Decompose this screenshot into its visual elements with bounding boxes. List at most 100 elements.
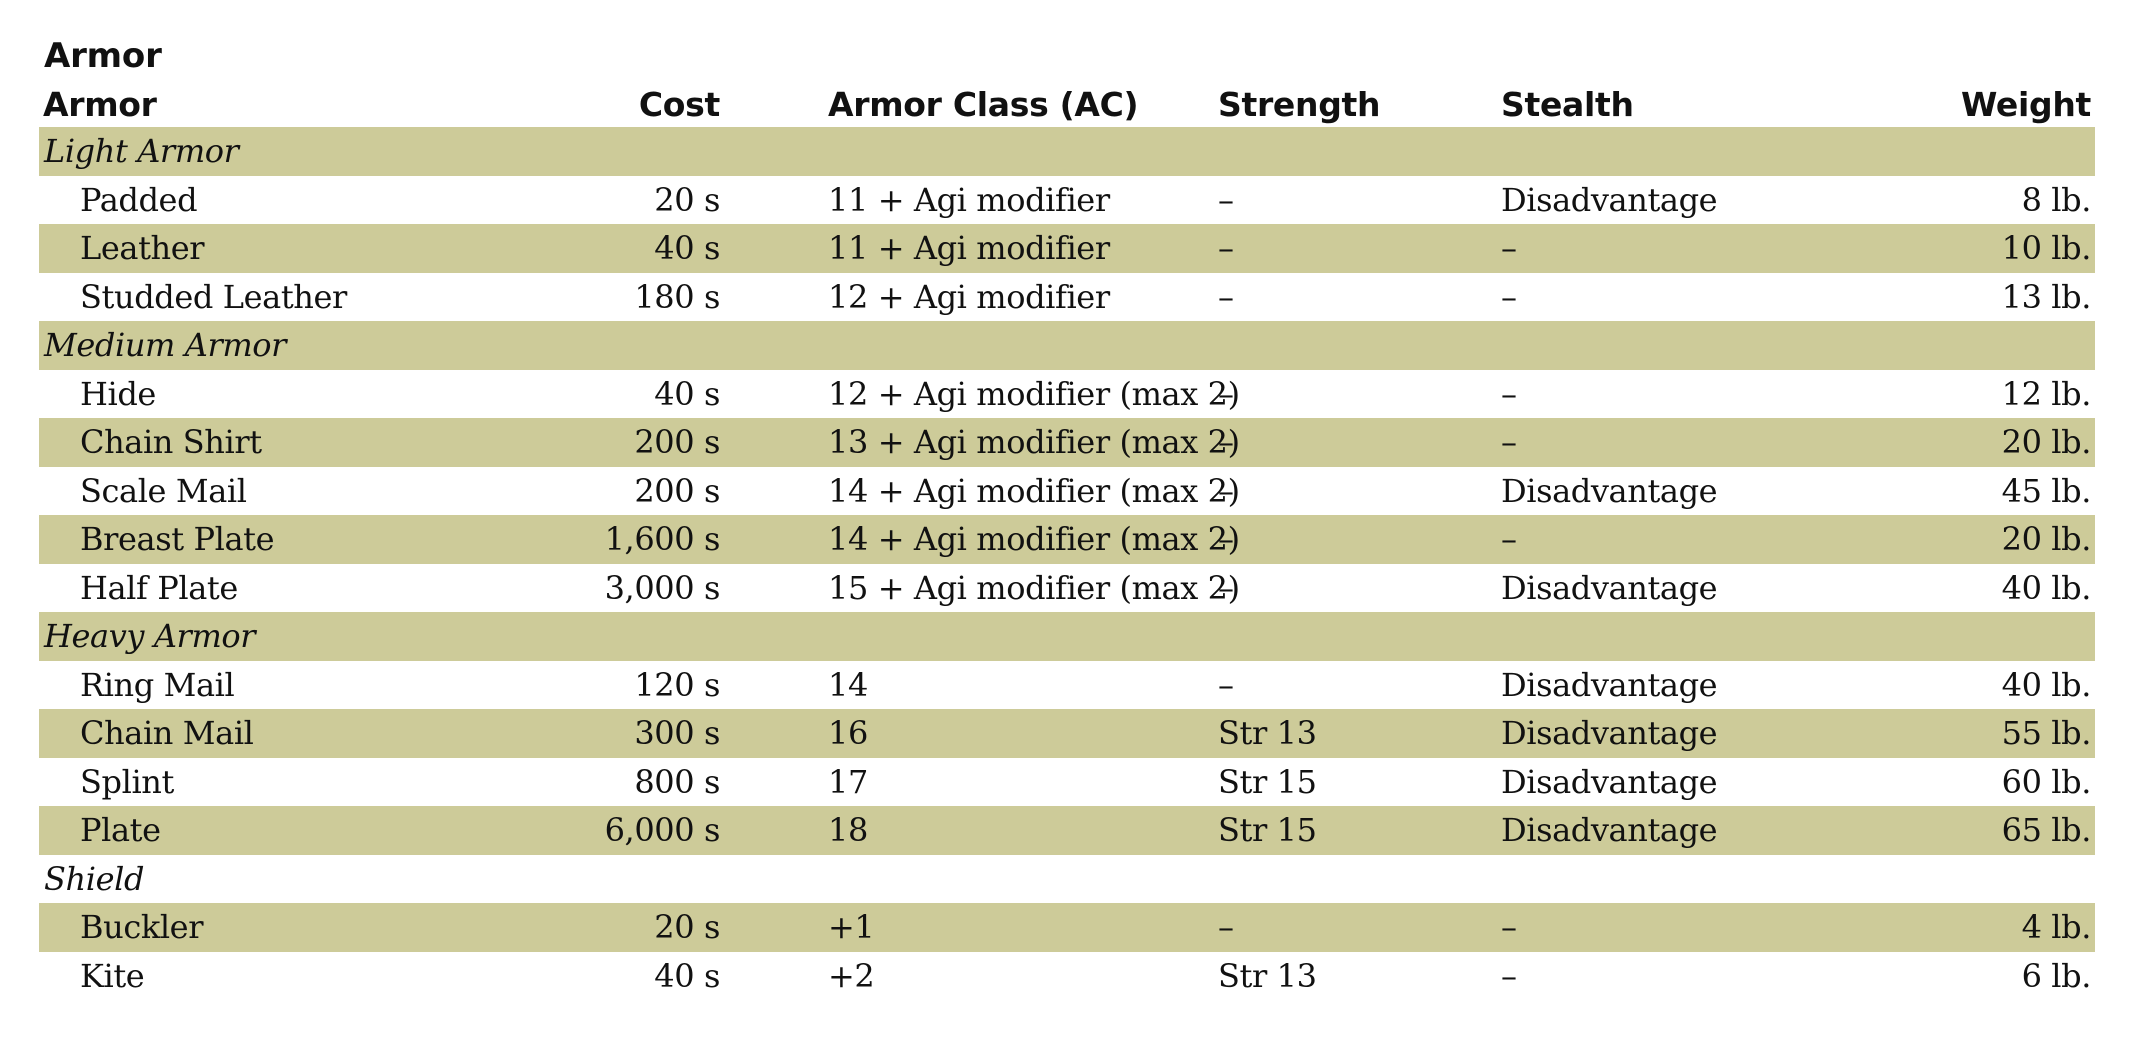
table-row: Plate 6,000 s 18 Str 15 Disadvantage 65 lb. bbox=[39, 806, 2095, 855]
weight-cell: 45 lb. bbox=[2001, 471, 2092, 510]
cost-cell: 40 s bbox=[654, 956, 720, 995]
armor-name-cell: Ring Mail bbox=[80, 665, 235, 704]
header-row: Armor Cost Armor Class (AC) Strength Ste… bbox=[39, 82, 2095, 127]
strength-cell: – bbox=[1218, 180, 1234, 219]
table-header: Armor Cost Armor Class (AC) Strength Ste… bbox=[39, 82, 2095, 127]
armor-table: Armor Cost Armor Class (AC) Strength Ste… bbox=[39, 82, 2095, 1000]
cost-cell: 200 s bbox=[634, 471, 720, 510]
armor-class-cell: +1 bbox=[724, 903, 1214, 952]
strength-cell: – bbox=[1214, 224, 1497, 273]
stealth-cell: – bbox=[1501, 956, 1517, 995]
column-header-armor: Armor bbox=[43, 85, 157, 124]
armor-name-cell: Half Plate bbox=[80, 568, 238, 607]
weight-cell: 20 lb. bbox=[1780, 515, 2095, 564]
cost-cell: 300 s bbox=[562, 709, 724, 758]
stealth-cell: Disadvantage bbox=[1501, 665, 1718, 704]
column-header-weight: Weight bbox=[1960, 85, 2091, 124]
weight-cell: 65 lb. bbox=[1780, 806, 2095, 855]
column-header-strength: Strength bbox=[1218, 85, 1381, 124]
armor-class-cell: 14 + Agi modifier (max 2) bbox=[724, 515, 1240, 564]
weight-cell: 60 lb. bbox=[2001, 762, 2092, 801]
cost-cell: 6,000 s bbox=[562, 806, 724, 855]
category-row: Light Armor bbox=[39, 127, 2095, 176]
armor-table-container: Armor Armor Cost Armor Class (AC) Streng… bbox=[39, 30, 2095, 1000]
strength-cell: – bbox=[1218, 665, 1234, 704]
cost-cell: 20 s bbox=[562, 903, 724, 952]
column-header-cost: Cost bbox=[638, 85, 720, 124]
armor-class-cell: 11 + Agi modifier bbox=[724, 224, 1214, 273]
cost-cell: 120 s bbox=[634, 665, 720, 704]
cost-cell: 180 s bbox=[634, 277, 720, 316]
weight-cell: 40 lb. bbox=[2001, 568, 2092, 607]
category-row: Medium Armor bbox=[39, 321, 2095, 370]
table-row: Padded 20 s 11 + Agi modifier – Disadvantage… bbox=[39, 176, 2095, 225]
armor-class-cell: 12 + Agi modifier bbox=[828, 277, 1110, 316]
weight-cell: 12 lb. bbox=[2001, 374, 2092, 413]
strength-cell: – bbox=[1218, 568, 1234, 607]
weight-cell: 4 lb. bbox=[1780, 903, 2095, 952]
weight-cell: 6 lb. bbox=[2021, 956, 2092, 995]
category-row: Shield bbox=[39, 855, 2095, 904]
strength-cell: Str 13 bbox=[1218, 956, 1317, 995]
cost-cell: 40 s bbox=[562, 224, 724, 273]
strength-cell: – bbox=[1214, 903, 1497, 952]
armor-class-cell: 18 bbox=[724, 806, 1214, 855]
armor-class-cell: 11 + Agi modifier bbox=[828, 180, 1110, 219]
table-row: Hide 40 s 12 + Agi modifier (max 2) – –12 lb… bbox=[39, 370, 2095, 419]
stealth-cell: – bbox=[1501, 277, 1517, 316]
cost-cell: 800 s bbox=[634, 762, 720, 801]
category-label: Heavy Armor bbox=[39, 612, 2095, 661]
strength-cell: – bbox=[1218, 374, 1234, 413]
armor-class-cell: 16 bbox=[724, 709, 1214, 758]
armor-class-cell: +2 bbox=[828, 956, 875, 995]
table-caption: Armor bbox=[44, 36, 162, 76]
stealth-cell: – bbox=[1497, 418, 1780, 467]
category-label: Light Armor bbox=[39, 127, 2095, 176]
cost-cell: 20 s bbox=[654, 180, 720, 219]
cost-cell: 200 s bbox=[562, 418, 724, 467]
stealth-cell: Disadvantage bbox=[1501, 568, 1718, 607]
weight-cell: 10 lb. bbox=[1780, 224, 2095, 273]
column-header-armor-class: Armor Class (AC) bbox=[828, 85, 1139, 124]
armor-name-cell: Leather bbox=[39, 224, 562, 273]
cost-cell: 3,000 s bbox=[604, 568, 721, 607]
stealth-cell: – bbox=[1497, 515, 1780, 564]
table-row: Leather 40 s 11 + Agi modifier – –10 lb. bbox=[39, 224, 2095, 273]
strength-cell: Str 15 bbox=[1214, 806, 1497, 855]
armor-class-cell: 14 + Agi modifier (max 2) bbox=[828, 471, 1240, 510]
category-label: Shield bbox=[44, 859, 145, 898]
armor-name-cell: Splint bbox=[80, 762, 174, 801]
weight-cell: 55 lb. bbox=[1780, 709, 2095, 758]
stealth-cell: – bbox=[1501, 374, 1517, 413]
armor-name-cell: Studded Leather bbox=[80, 277, 347, 316]
table-row: Ring Mail 120 s 14 – Disadvantage 40 lb. bbox=[39, 661, 2095, 710]
category-row: Heavy Armor bbox=[39, 612, 2095, 661]
strength-cell: Str 15 bbox=[1218, 762, 1317, 801]
weight-cell: 8 lb. bbox=[2021, 180, 2092, 219]
stealth-cell: Disadvantage bbox=[1501, 180, 1718, 219]
weight-cell: 20 lb. bbox=[1780, 418, 2095, 467]
armor-name-cell: Buckler bbox=[39, 903, 562, 952]
strength-cell: – bbox=[1218, 277, 1234, 316]
table-row: Scale Mail 200 s 14 + Agi modifier (max 2)… bbox=[39, 467, 2095, 516]
table-row: Breast Plate 1,600 s 14 + Agi modifier (ma… bbox=[39, 515, 2095, 564]
strength-cell: – bbox=[1214, 515, 1497, 564]
stealth-cell: Disadvantage bbox=[1497, 806, 1780, 855]
column-header-stealth: Stealth bbox=[1501, 85, 1634, 124]
armor-name-cell: Breast Plate bbox=[39, 515, 562, 564]
armor-class-cell: 15 + Agi modifier (max 2) bbox=[828, 568, 1240, 607]
stealth-cell: Disadvantage bbox=[1497, 709, 1780, 758]
cost-cell: 40 s bbox=[654, 374, 720, 413]
armor-name-cell: Chain Shirt bbox=[39, 418, 562, 467]
weight-cell: 40 lb. bbox=[2001, 665, 2092, 704]
strength-cell: Str 13 bbox=[1214, 709, 1497, 758]
armor-name-cell: Scale Mail bbox=[80, 471, 247, 510]
table-row: Chain Mail 300 s 16 Str 13 Disadvantage 55 lb… bbox=[39, 709, 2095, 758]
armor-name-cell: Chain Mail bbox=[39, 709, 562, 758]
armor-name-cell: Padded bbox=[80, 180, 198, 219]
armor-class-cell: 14 bbox=[828, 665, 868, 704]
stealth-cell: – bbox=[1497, 224, 1780, 273]
category-label: Medium Armor bbox=[39, 321, 2095, 370]
table-row: Buckler 20 s +1– –4 lb. bbox=[39, 903, 2095, 952]
armor-class-cell: 12 + Agi modifier (max 2) bbox=[828, 374, 1240, 413]
